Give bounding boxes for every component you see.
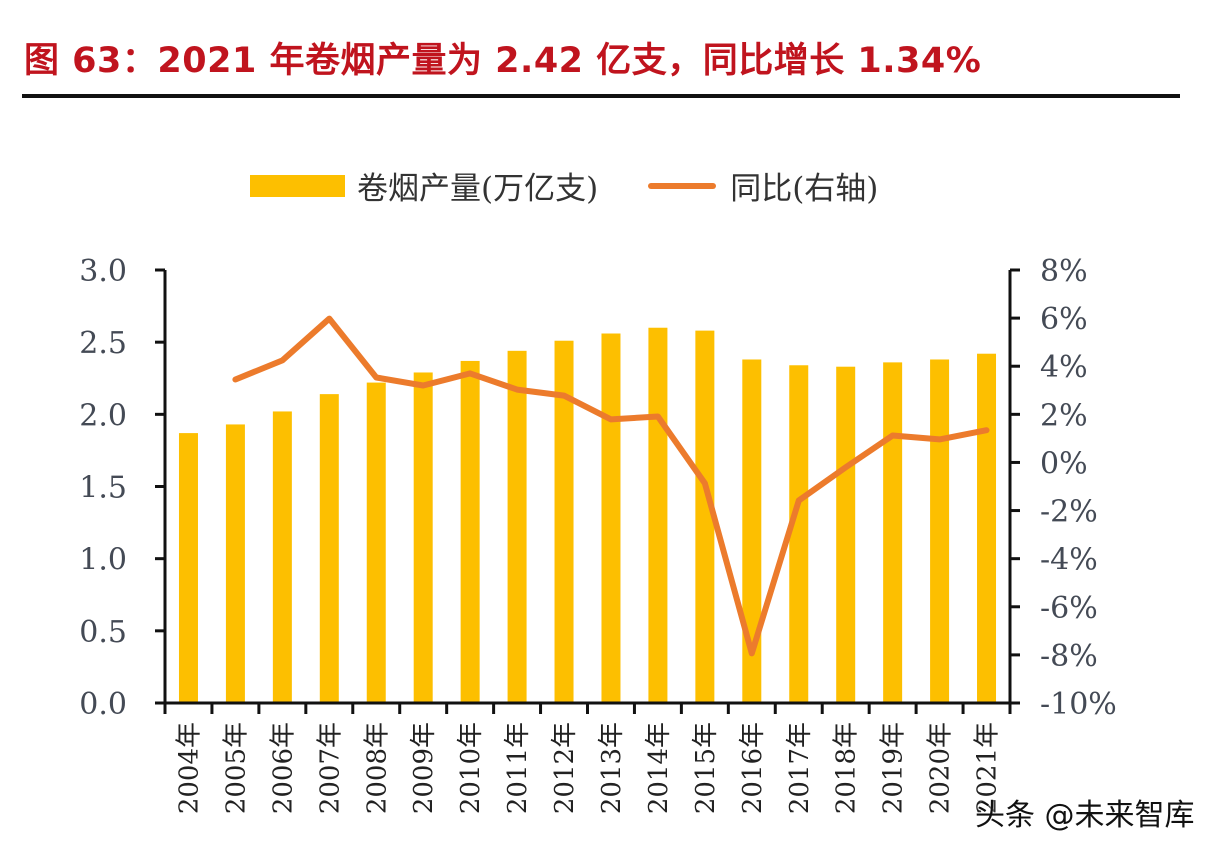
x-tick-label: 2005年: [221, 722, 251, 814]
left-tick-label: 2.5: [79, 326, 127, 361]
bar-2004年: [178, 433, 198, 703]
x-tick-label: 2006年: [268, 722, 298, 814]
x-tick-label: 2021年: [973, 722, 1003, 814]
legend-bar-swatch: [250, 174, 345, 197]
bar-2015年: [695, 330, 715, 703]
legend-line-swatch: [648, 182, 717, 189]
bar-2005年: [225, 424, 245, 703]
left-tick-label: 0.0: [79, 687, 127, 722]
chart-title: 图 63：2021 年卷烟产量为 2.42 亿支，同比增长 1.34%: [24, 41, 982, 81]
right-tick-label: -10%: [1040, 687, 1117, 722]
bar-2012年: [554, 340, 574, 703]
right-tick-label: 8%: [1040, 254, 1088, 289]
bar-2008年: [366, 382, 386, 703]
left-tick-label: 1.5: [79, 471, 127, 506]
bar-2007年: [319, 394, 339, 703]
bar-2013年: [601, 333, 621, 703]
bar-2020年: [930, 359, 950, 703]
x-tick-label: 2018年: [832, 722, 862, 814]
x-tick-label: 2014年: [644, 722, 674, 814]
bar-2021年: [977, 353, 997, 703]
bar-2011年: [507, 350, 527, 703]
x-tick-label: 2015年: [691, 722, 721, 814]
axes: 0.0 0.5 1.0 1.5 2.0 2.5 3.0 -10% -8% -6% -4% -2% 0% 2…: [79, 254, 1117, 722]
right-tick-label: 6%: [1040, 302, 1088, 337]
bar-2010年: [460, 360, 480, 703]
right-tick-label: -6%: [1040, 591, 1098, 626]
x-tick-label: 2017年: [785, 722, 815, 814]
x-tick-label: 2013年: [597, 722, 627, 814]
legend-label-production: 卷烟产量(万亿支): [357, 171, 599, 207]
x-tick-label: 2008年: [362, 722, 392, 814]
right-tick-label: -2%: [1040, 495, 1098, 530]
legend-item-yoy: 同比(右轴): [648, 163, 878, 208]
right-tick-label: -4%: [1040, 543, 1098, 578]
bar-2006年: [272, 411, 292, 703]
chart-legend: 卷烟产量(万亿支) 同比(右轴): [250, 163, 878, 208]
legend-item-production: 卷烟产量(万亿支): [250, 163, 598, 208]
bar-2016年: [742, 359, 762, 703]
x-axis-labels: 2004年 2005年 2006年 2007年 2008年 2009年 2010年 2011年…: [174, 722, 1002, 814]
x-tick-label: 2004年: [174, 722, 204, 814]
x-tick-label: 2020年: [926, 722, 956, 814]
x-tick-label: 2016年: [738, 722, 768, 814]
bar-2014年: [648, 327, 668, 703]
right-tick-label: 2%: [1040, 398, 1088, 433]
bar-series: [178, 327, 997, 703]
left-tick-label: 2.0: [79, 398, 127, 433]
right-tick-label: 4%: [1040, 350, 1088, 385]
x-tick-label: 2007年: [315, 722, 345, 814]
legend-label-yoy: 同比(右轴): [730, 171, 879, 207]
bar-2018年: [836, 366, 856, 703]
left-tick-label: 3.0: [79, 254, 127, 289]
title-divider: [22, 94, 1180, 98]
bar-2019年: [883, 362, 903, 703]
x-tick-label: 2011年: [503, 722, 533, 814]
x-tick-label: 2010年: [456, 722, 486, 814]
line-series: [232, 315, 990, 657]
left-tick-label: 0.5: [79, 615, 127, 650]
bar-2017年: [789, 365, 809, 703]
right-tick-label: -8%: [1040, 639, 1098, 674]
x-tick-label: 2012年: [550, 722, 580, 814]
right-tick-label: 0%: [1040, 446, 1088, 481]
x-tick-label: 2009年: [409, 722, 439, 814]
x-tick-label: 2019年: [879, 722, 909, 814]
watermark: 头条 @未来智库: [975, 798, 1195, 833]
bar-2009年: [413, 372, 433, 703]
left-tick-label: 1.0: [79, 543, 127, 578]
